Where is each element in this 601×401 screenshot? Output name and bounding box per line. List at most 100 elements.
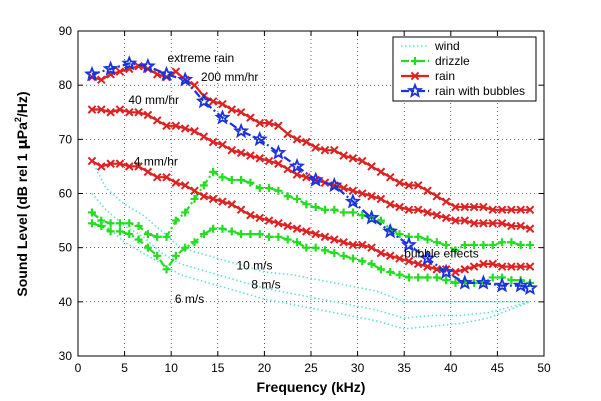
x-marker-stroke [404, 205, 414, 215]
plus-marker-stroke [283, 235, 292, 244]
star-marker-outline [121, 55, 138, 71]
plus-marker-stroke [209, 224, 218, 233]
data-point-rain [516, 221, 526, 231]
data-point-drizzle [162, 232, 171, 241]
star-marker-outline [438, 263, 455, 279]
x-marker-stroke [162, 172, 171, 182]
data-point-rain [302, 227, 311, 236]
plus-marker-stroke [209, 167, 218, 176]
x-marker-stroke [292, 135, 302, 144]
plus-marker-stroke [87, 219, 96, 228]
x-marker-stroke [367, 243, 376, 252]
plus-marker-stroke [246, 178, 255, 187]
x-marker-stroke [283, 221, 293, 231]
x-marker-stroke [516, 221, 526, 231]
data-point-rain [357, 240, 367, 250]
data-point-rain [413, 181, 423, 190]
data-point-rain [469, 202, 479, 212]
plus-marker-stroke [507, 276, 516, 285]
x-marker-stroke [134, 107, 143, 117]
x-marker-stroke [469, 218, 479, 228]
series-line-wind [91, 192, 531, 319]
data-point-rain [236, 107, 246, 117]
star-marker-outline [102, 60, 119, 76]
data-point-rain [227, 145, 237, 155]
x-marker-stroke [283, 164, 293, 174]
x-marker-stroke [451, 216, 460, 225]
data-point-rain [96, 162, 106, 171]
x-marker-stroke [413, 181, 423, 190]
data-point-rain [236, 205, 246, 215]
data-point-rain [274, 218, 283, 228]
data-point-drizzle [395, 230, 404, 239]
star-marker-outline [363, 209, 380, 225]
star-marker-outline [307, 171, 324, 187]
plus-marker-stroke [134, 235, 143, 244]
data-point-rain [143, 167, 153, 177]
data-point-rain [395, 178, 404, 187]
plus-marker-stroke [125, 219, 134, 228]
x-marker-stroke [479, 218, 488, 228]
data-point-drizzle [293, 194, 302, 203]
data-point-rain [367, 162, 376, 171]
data-point-drizzle [115, 219, 124, 228]
y-axis-label-sup: 2 [13, 117, 23, 122]
data-point-drizzle [432, 238, 441, 247]
data-point-rain_bubbles [288, 157, 306, 174]
data-point-rain [264, 156, 274, 166]
plus-marker-stroke [274, 232, 283, 241]
plus-marker-stroke [190, 194, 199, 203]
x-marker-stroke [236, 148, 246, 158]
x-marker-stroke [460, 216, 470, 225]
plus-marker-stroke [330, 249, 339, 258]
data-point-rain [180, 124, 190, 133]
data-point-rain [302, 172, 311, 182]
x-marker-stroke [302, 137, 311, 147]
data-point-drizzle [442, 276, 451, 285]
plus-marker-stroke [293, 238, 302, 247]
x-marker-stroke [525, 205, 535, 215]
plus-marker-stroke [339, 251, 348, 260]
data-point-drizzle [311, 243, 320, 252]
data-point-drizzle [181, 243, 190, 252]
plus-marker-stroke [255, 230, 264, 239]
data-point-rain [432, 265, 442, 274]
data-point-drizzle [516, 240, 525, 249]
plus-marker-stroke [348, 254, 357, 263]
plus-marker-stroke [153, 251, 162, 260]
x-marker-stroke [283, 129, 293, 139]
series-wind [91, 209, 531, 330]
data-point-rain [115, 67, 125, 76]
data-point-rain [441, 213, 451, 223]
data-point-rain [162, 172, 171, 182]
data-point-rain [497, 218, 507, 228]
x-marker-stroke [320, 232, 330, 242]
plus-marker-stroke [97, 222, 106, 230]
data-point-rain [87, 156, 97, 166]
data-point-rain [329, 235, 339, 244]
data-point-drizzle [134, 235, 143, 244]
data-point-rain [283, 129, 293, 139]
data-point-rain [180, 181, 190, 190]
data-point-drizzle [227, 175, 236, 184]
data-point-rain [171, 178, 181, 187]
plus-marker-stroke [320, 205, 329, 214]
plus-marker-stroke [414, 273, 423, 282]
y-tick-label: 30 [59, 349, 73, 363]
data-point-drizzle [97, 222, 106, 230]
series-rain [87, 156, 535, 277]
plus-marker-stroke [181, 208, 190, 217]
data-point-drizzle [442, 240, 451, 249]
plus-marker-stroke [311, 243, 320, 252]
x-marker-stroke [329, 145, 339, 155]
data-point-rain [516, 262, 526, 271]
x-marker-stroke [255, 118, 265, 128]
data-point-drizzle [488, 240, 497, 249]
star-marker-outline [251, 130, 268, 147]
data-point-drizzle [181, 208, 190, 217]
data-point-drizzle [87, 219, 96, 228]
plus-marker-stroke [255, 184, 264, 193]
data-point-rain [376, 248, 386, 258]
plus-marker-stroke [171, 251, 180, 260]
x-marker-stroke [507, 262, 516, 271]
